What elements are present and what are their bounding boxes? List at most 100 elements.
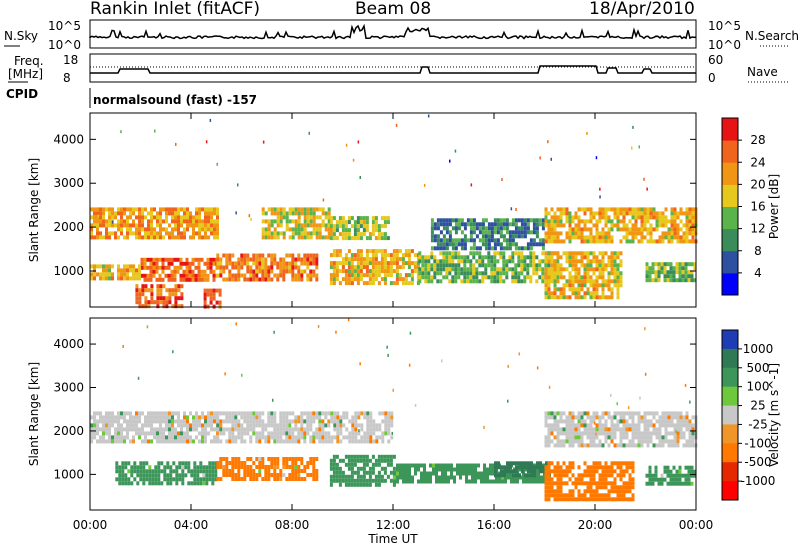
cpid-text: normalsound (fast) -157 xyxy=(93,93,258,107)
velocity-colorbar: 1000 500 100 25 -25 -100 -500 -1000 Velocity [m … xyxy=(721,329,781,501)
data-band xyxy=(329,249,420,286)
y-tick-label: 1000 xyxy=(53,467,84,481)
y-axis-label: Slant Range [km] xyxy=(27,362,41,466)
data-band xyxy=(216,457,319,481)
colorbar-tick-label: 12 xyxy=(750,222,765,236)
data-band xyxy=(544,251,623,300)
freq-unit-label: [MHz] xyxy=(8,67,44,81)
nsearch-tick-bottom: 10^0 xyxy=(708,38,741,52)
y-tick-label: 2000 xyxy=(53,424,84,438)
data-band xyxy=(544,411,698,448)
freq-tick-top: 18 xyxy=(63,53,79,67)
data-band xyxy=(135,284,184,309)
colorbar-tick-label: -25 xyxy=(748,417,768,431)
colorbar-segment xyxy=(722,386,738,407)
colorbar-segment xyxy=(722,118,738,141)
power-panel: 1000 2000 3000 4000 Slant Range [km] xyxy=(27,112,698,309)
colorbar-tick-label: 8 xyxy=(754,244,762,258)
data-band xyxy=(216,253,319,282)
colorbar-tick-label: 25 xyxy=(750,399,765,413)
data-band xyxy=(430,218,545,251)
data-band xyxy=(140,257,219,282)
date-label: 18/Apr/2010 xyxy=(589,0,695,19)
colorbar-tick-label: 24 xyxy=(750,155,765,169)
data-band xyxy=(115,461,218,486)
x-tick-label: 04:00 xyxy=(174,518,209,532)
colorbar-tick-label: 500 xyxy=(747,361,770,375)
nsky-tick-top: 10^5 xyxy=(48,19,81,33)
colorbar-segment xyxy=(722,330,738,350)
y-tick-label: 4000 xyxy=(53,132,84,146)
data-band xyxy=(90,207,219,240)
freq-frame xyxy=(89,53,697,83)
nsearch-tick-top: 10^5 xyxy=(708,19,741,33)
y-tick-label: 3000 xyxy=(53,176,84,190)
colorbar-frame xyxy=(721,329,739,501)
noise-points xyxy=(122,318,691,436)
colorbar-tick-label: -100 xyxy=(744,436,771,450)
data-band xyxy=(90,264,141,281)
colorbar-tick-label: 16 xyxy=(750,200,765,214)
colorbar-segment xyxy=(722,184,738,207)
nave-tick-bottom: 0 xyxy=(708,71,716,85)
colorbar-tick-label: 1000 xyxy=(743,342,774,356)
power-colorbar: 4 8 12 16 20 24 28 Power [dB] xyxy=(721,117,781,296)
colorbar-tick-label: -1000 xyxy=(741,474,776,488)
data-band xyxy=(544,461,635,502)
colorbar-segment xyxy=(722,367,738,388)
colorbar-segment xyxy=(722,250,738,274)
data-band xyxy=(329,216,390,241)
data-band xyxy=(203,288,222,309)
colorbar-segment xyxy=(722,272,738,296)
colorbar-segment xyxy=(722,140,738,163)
colorbar-tick-label: 4 xyxy=(754,266,762,280)
colorbar-segment xyxy=(722,481,738,501)
nave-label: Nave xyxy=(747,65,778,79)
x-tick-label: 16:00 xyxy=(477,518,512,532)
data-band xyxy=(90,411,219,444)
freq-label: Freq. xyxy=(14,54,44,68)
colorbar-segment xyxy=(722,443,738,463)
data-band xyxy=(418,251,560,284)
y-tick-label: 1000 xyxy=(53,264,84,278)
nsky-tick-bottom: 10^0 xyxy=(48,38,81,52)
colorbar-tick-label: -500 xyxy=(744,455,771,469)
colorbar-label: Power [dB] xyxy=(767,174,781,239)
colorbar-segment xyxy=(722,162,738,185)
freq-trace xyxy=(90,65,696,74)
colorbar-tick-label: 28 xyxy=(750,133,765,147)
data-band xyxy=(645,465,697,486)
data-band xyxy=(261,207,331,240)
colorbar-tick-label: 20 xyxy=(750,177,765,191)
x-tick-label: 12:00 xyxy=(376,518,411,532)
colorbar-segment xyxy=(722,228,738,252)
nsky-frame xyxy=(89,19,697,49)
beam-label: Beam 08 xyxy=(355,0,432,19)
colorbar-segment xyxy=(722,206,738,230)
nsky-label: N.Sky xyxy=(4,29,39,43)
x-tick-label: 08:00 xyxy=(275,518,310,532)
y-tick-label: 4000 xyxy=(53,337,84,351)
velocity-panel: 1000 2000 3000 4000 00:00 04:00 08:00 12:00 16:0… xyxy=(27,317,714,546)
colorbar-segment xyxy=(722,348,738,369)
cpid-label: CPID xyxy=(6,87,39,101)
y-tick-label: 3000 xyxy=(53,381,84,395)
data-band xyxy=(329,454,396,487)
colorbar-tick-label: 100 xyxy=(747,380,770,394)
x-tick-label: 20:00 xyxy=(578,518,613,532)
colorbar-segment xyxy=(722,462,738,482)
nsky-trace xyxy=(89,23,697,40)
y-tick-label: 2000 xyxy=(53,220,84,234)
colorbar-segment xyxy=(722,405,738,425)
chart-title: Rankin Inlet (fitACF) xyxy=(90,0,261,19)
nave-tick-top: 60 xyxy=(708,53,724,67)
noise-points xyxy=(97,114,648,224)
x-tick-label: 00:00 xyxy=(679,518,714,532)
data-band xyxy=(544,207,698,244)
data-band xyxy=(645,262,697,283)
y-axis-label: Slant Range [km] xyxy=(27,158,41,262)
x-tick-label: 00:00 xyxy=(73,518,108,532)
freq-tick-bottom: 8 xyxy=(63,71,71,85)
nsearch-label: N.Search xyxy=(745,29,800,43)
